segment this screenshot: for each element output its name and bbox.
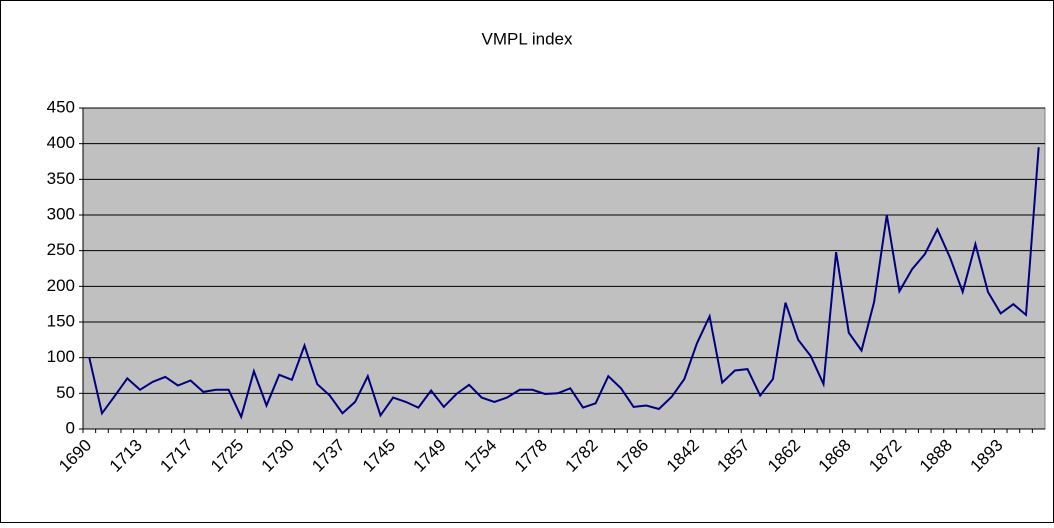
y-tick-label: 400 [47,133,75,152]
y-tick-label: 300 [47,204,75,223]
y-tick-label: 100 [47,347,75,366]
y-tick-label: 0 [66,418,75,437]
y-tick-label: 350 [47,169,75,188]
chart-title: VMPL index [481,29,573,48]
data-line [88,147,1040,420]
y-tick-label: 50 [56,383,75,402]
y-tick-label: 200 [47,276,75,295]
y-tick-label: 150 [47,311,75,330]
y-tick-label: 250 [47,240,75,259]
plot-area [82,107,1046,430]
y-tick-label: 450 [47,97,75,116]
